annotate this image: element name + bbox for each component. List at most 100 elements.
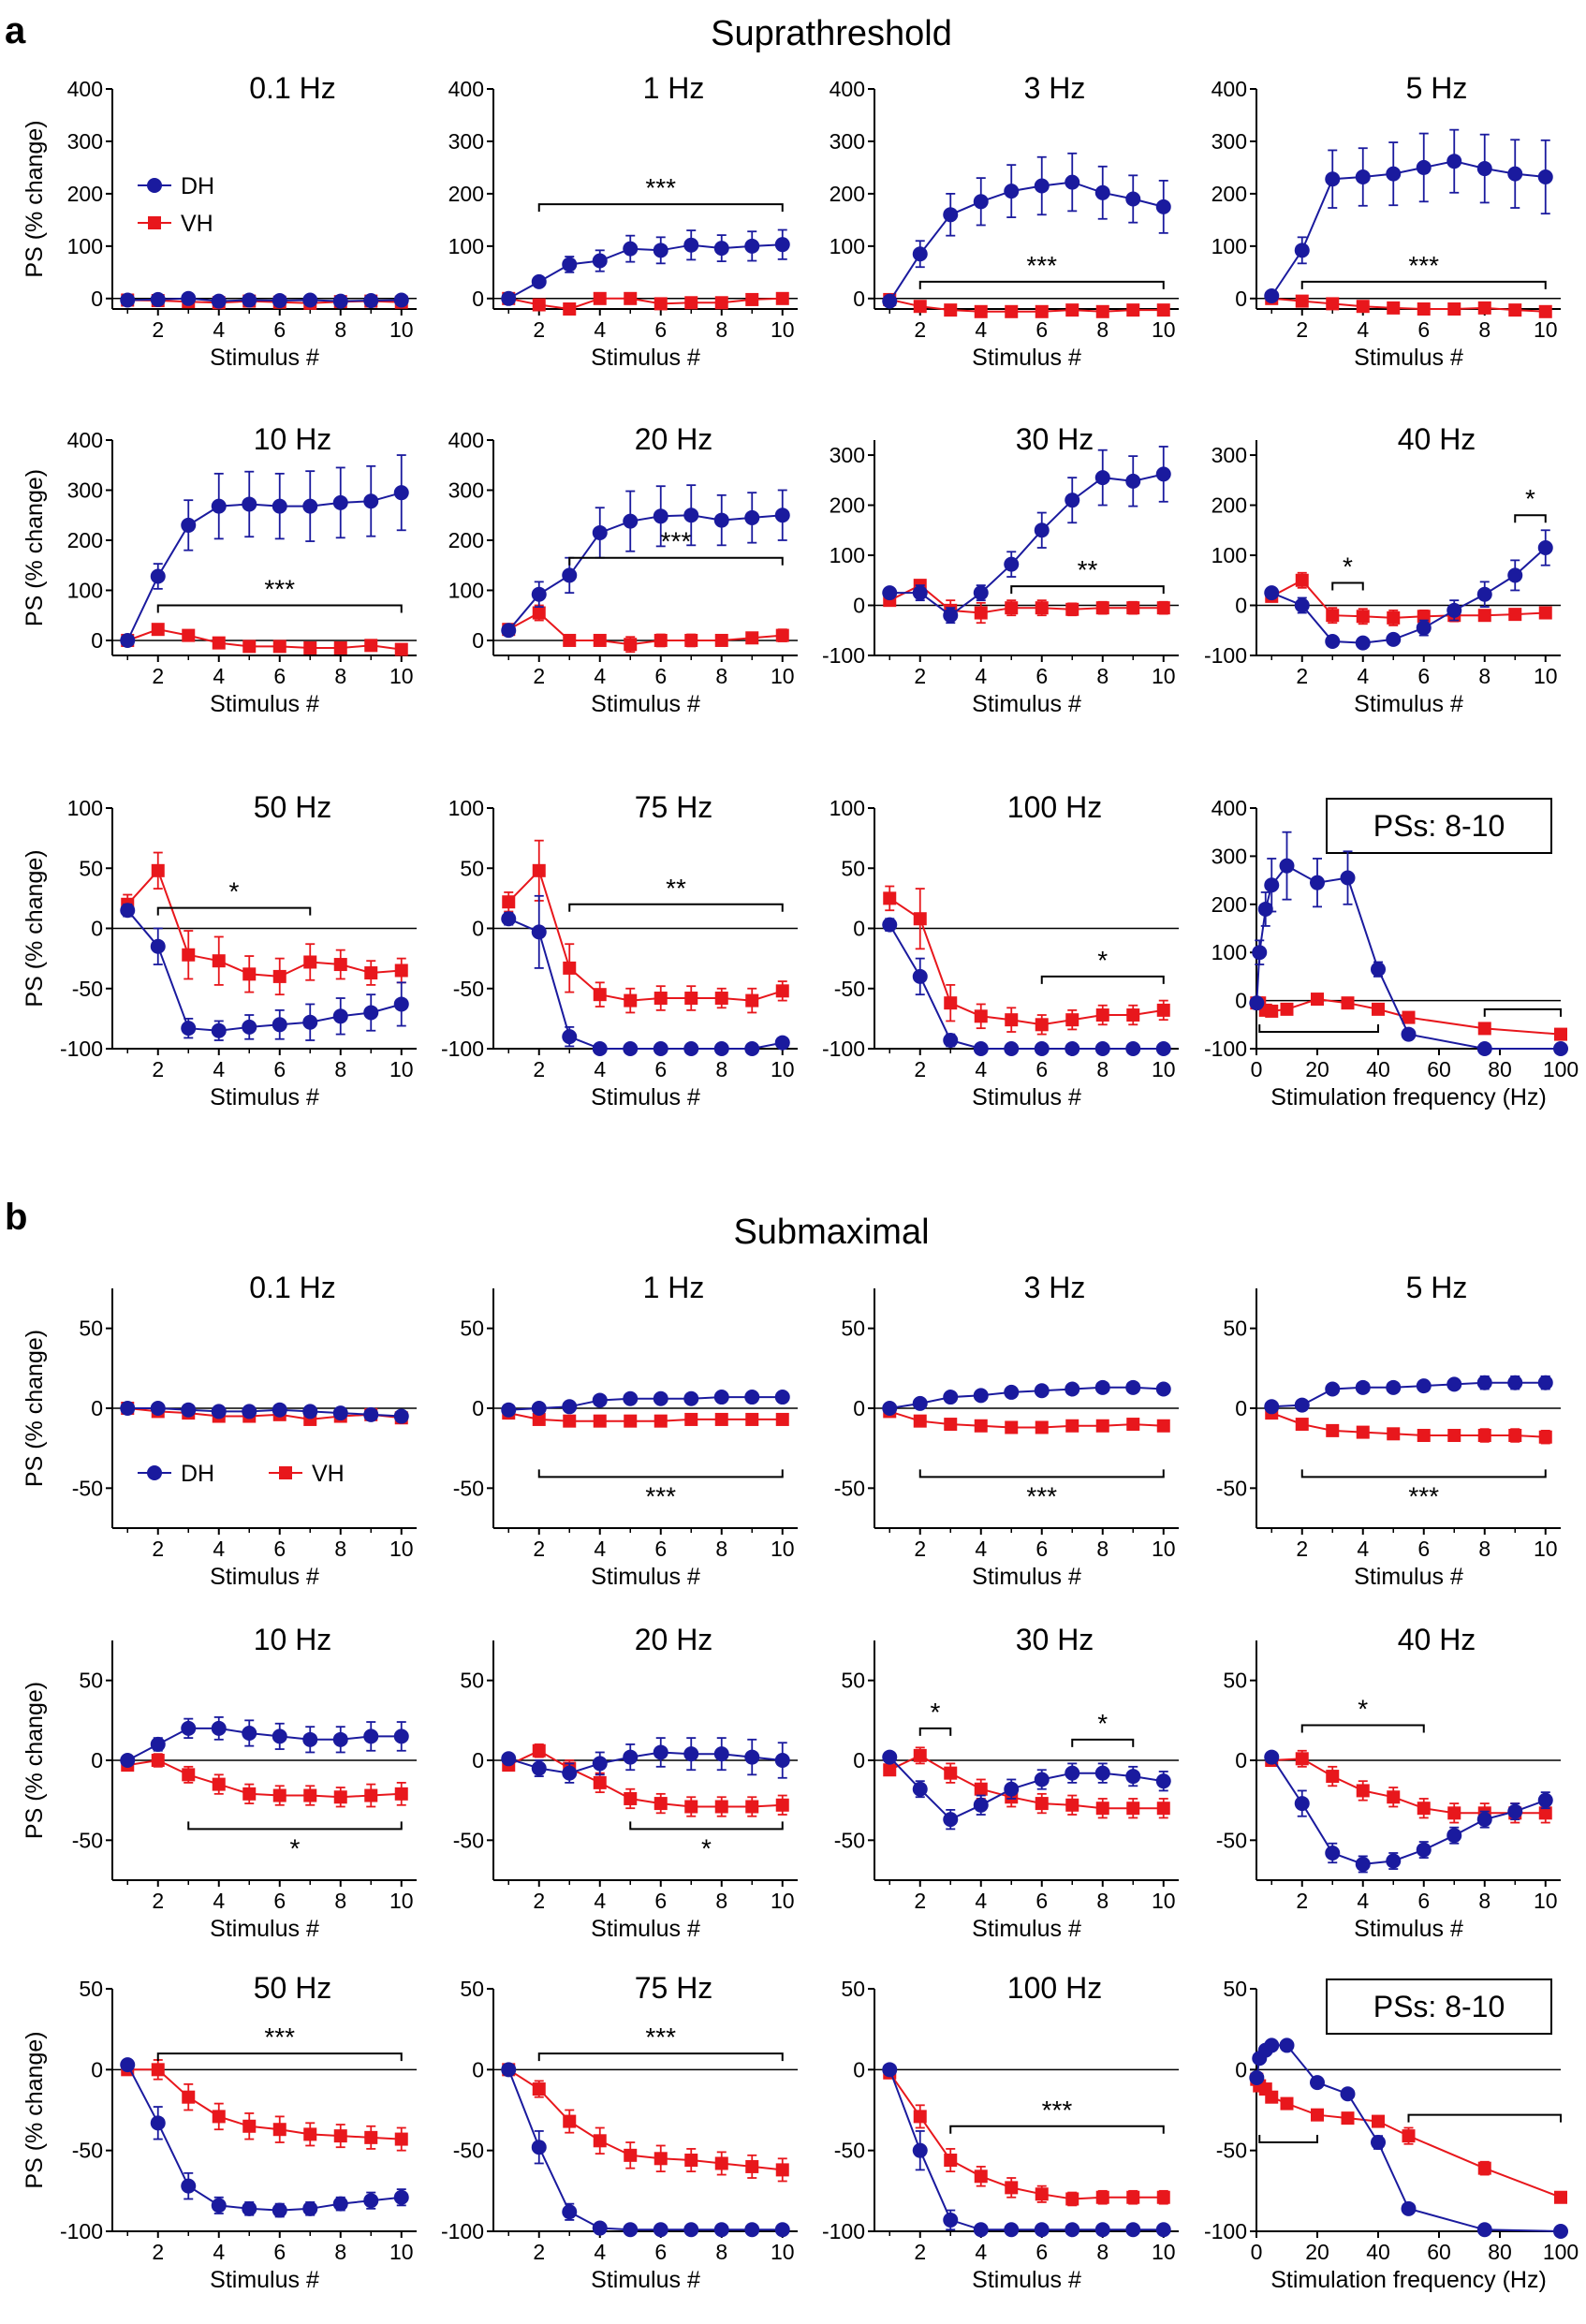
vh-point [913,912,927,926]
series-line-vh [1271,1758,1546,1815]
significance-bracket [537,1469,784,1478]
x-axis-label: Stimulus # [210,345,319,371]
y-tick-label: -100 [1204,1037,1247,1061]
dh-point [242,292,257,308]
vh-point [593,1414,607,1428]
x-tick-label: 4 [975,1537,987,1561]
series-dh [501,894,790,1056]
dh-point [744,1390,760,1405]
vh-point [684,992,698,1006]
vh-point [1065,1013,1079,1027]
vh-point [913,300,927,314]
y-tick-label: -50 [1216,1476,1247,1500]
dh-point [1416,1378,1432,1394]
series-line-dh [507,243,783,300]
series-line-dh [507,514,783,631]
vh-point [151,2063,165,2077]
vh-point [1387,301,1401,315]
vh-point [1295,1418,1309,1432]
dh-point [1264,2037,1280,2053]
y-tick-label: 50 [1223,1669,1247,1693]
dh-point [363,1005,379,1021]
x-tick-label: 4 [594,1889,606,1913]
series-line-dh [127,297,402,302]
series-line-dh [889,473,1165,617]
vh-point [151,863,165,877]
x-tick-label: 6 [654,1057,667,1081]
series-line-dh [508,1396,783,1411]
panel-title: 3 Hz [1024,1271,1086,1304]
y-tick-label: -100 [822,1037,865,1061]
series-vh [883,292,1170,318]
vh-point [532,298,546,312]
y-tick-label: 0 [853,917,865,941]
vh-point [272,640,286,654]
chart-panel: -100 -50 0 50 2 4 6 8 10 Stimulus # 75 Hz *** [441,1971,798,2293]
vh-point [1126,1418,1140,1432]
vh-point [624,638,638,652]
series-line-vh [888,897,1164,1026]
dh-point [302,1404,318,1419]
x-tick-label: 4 [213,1889,225,1913]
y-tick-label: 300 [830,129,865,154]
vh-point [1356,1425,1370,1439]
series-dh [1264,529,1553,651]
dh-point [1553,1041,1568,1056]
x-tick-label: 10 [771,317,795,342]
vh-point [1095,1419,1109,1433]
dh-point [943,608,959,624]
dh-point [1446,154,1462,169]
y-tick-label: 200 [67,528,103,552]
vh-point [1035,601,1049,615]
x-axis-label: Stimulus # [210,1564,319,1590]
significance-bracket [537,2052,784,2062]
series-line-vh [888,1410,1164,1429]
y-tick-label: 100 [67,796,103,820]
y-axis-label: PS (% change) [22,849,48,1007]
dh-point [1553,2224,1568,2239]
y-tick-label: -100 [1204,2219,1247,2243]
dh-point [943,1033,959,1049]
series-line-vh [888,1754,1164,1810]
x-tick-label: 10 [389,317,414,342]
vh-point [563,2114,577,2128]
dh-point [181,517,197,533]
x-tick-label: 20 [1305,2240,1329,2264]
series-dh [1264,1375,1553,1415]
x-tick-label: 20 [1305,1057,1329,1081]
significance-label: * [1097,1709,1108,1738]
vh-point [684,1412,698,1426]
x-tick-label: 10 [1152,2240,1176,2264]
vh-point [974,1419,988,1433]
series-line-vh [508,1412,783,1422]
vh-point [974,606,988,620]
dh-point [653,508,668,524]
vh-point [532,1412,546,1426]
x-tick-label: 4 [975,317,987,342]
vh-point [532,606,546,620]
dh-point [592,1392,608,1408]
y-tick-label: 300 [1212,443,1247,467]
x-tick-label: 6 [654,2240,667,2264]
y-tick-label: 100 [448,796,484,820]
x-tick-label: 6 [1035,1537,1048,1561]
y-tick-label: 300 [67,129,103,154]
series-line-vh [126,868,402,978]
vh-point [1326,1423,1340,1437]
x-tick-label: 10 [771,1057,795,1081]
significance-bracket [1514,514,1547,523]
y-tick-label: 100 [830,796,865,820]
dh-point [744,509,760,525]
series-vh [502,2063,789,2183]
dh-point [242,2200,257,2216]
dh-point [623,1749,639,1765]
y-tick-label: 300 [1212,844,1247,868]
y-tick-label: 50 [79,1669,103,1693]
significance-label: *** [264,2022,295,2052]
vh-point [1295,1752,1309,1766]
vh-point [593,1775,607,1789]
panel-a-label: a [5,10,26,51]
x-axis-label: Stimulus # [210,1084,319,1111]
vh-point [1356,300,1370,314]
vh-point [394,2132,408,2146]
